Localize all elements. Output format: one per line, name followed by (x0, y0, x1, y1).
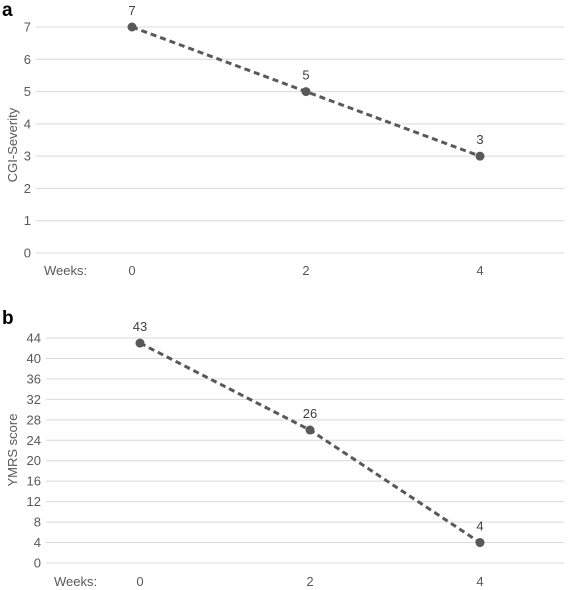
x-tick-label: 4 (476, 263, 483, 278)
y-tick-label: 0 (24, 246, 31, 261)
chart-panel-a: a CGI-Severity Weeks: 0 1 2 3 4 5 6 7 0 2 4 7 5 3 (2, 0, 564, 278)
y-tick-label: 4 (34, 535, 41, 550)
data-label: 4 (476, 519, 483, 534)
x-tick-label: 0 (136, 574, 143, 589)
gridlines-b (46, 337, 564, 564)
panel-letter-a: a (2, 0, 13, 21)
data-label: 3 (476, 132, 483, 147)
y-tick-label: 2 (24, 181, 31, 196)
y-tick-label: 16 (27, 474, 41, 489)
panel-letter-b: b (2, 308, 14, 329)
y-tick-label: 4 (24, 116, 31, 131)
series-a: 7 5 3 (127, 3, 485, 161)
x-tick-label: 2 (306, 574, 313, 589)
data-label: 5 (302, 68, 309, 83)
data-point (305, 425, 315, 435)
x-ticks-a: 0 2 4 (128, 263, 483, 278)
y-tick-label: 5 (24, 84, 31, 99)
y-tick-label: 8 (34, 515, 41, 530)
y-ticks-b: 0 4 8 12 16 20 24 28 32 36 40 44 (27, 331, 41, 571)
data-label: 43 (133, 319, 147, 334)
y-tick-label: 3 (24, 149, 31, 164)
data-point (475, 538, 485, 548)
data-point (135, 338, 145, 348)
weeks-label-b: Weeks: (54, 574, 97, 589)
x-ticks-b: 0 2 4 (136, 574, 483, 589)
data-label: 7 (128, 3, 135, 18)
y-tick-label: 6 (24, 52, 31, 67)
x-tick-label: 0 (128, 263, 135, 278)
x-tick-label: 2 (302, 263, 309, 278)
y-tick-label: 1 (24, 213, 31, 228)
y-tick-label: 0 (34, 556, 41, 571)
x-tick-label: 4 (476, 574, 483, 589)
data-point (127, 22, 137, 32)
chart-panel-b: b YMRS score Weeks: 04812162024283236404… (2, 308, 564, 589)
data-point (301, 87, 311, 97)
y-tick-label: 40 (27, 351, 41, 366)
series-b: 43 26 4 (133, 319, 485, 548)
y-tick-label: 7 (24, 20, 31, 35)
y-tick-label: 32 (27, 392, 41, 407)
gridlines-a (36, 26, 564, 254)
y-ticks-a: 0 1 2 3 4 5 6 7 (24, 20, 31, 261)
series-line (139, 341, 481, 544)
y-axis-label-b: YMRS score (5, 414, 20, 487)
y-tick-label: 24 (27, 433, 41, 448)
y-axis-label-a: CGI-Severity (5, 107, 20, 182)
data-label: 26 (303, 406, 317, 421)
y-tick-label: 12 (27, 494, 41, 509)
data-point (475, 151, 485, 161)
y-tick-label: 36 (27, 371, 41, 386)
weeks-label-a: Weeks: (44, 263, 87, 278)
y-tick-label: 28 (27, 412, 41, 427)
y-tick-label: 44 (27, 331, 41, 346)
y-tick-label: 20 (27, 453, 41, 468)
